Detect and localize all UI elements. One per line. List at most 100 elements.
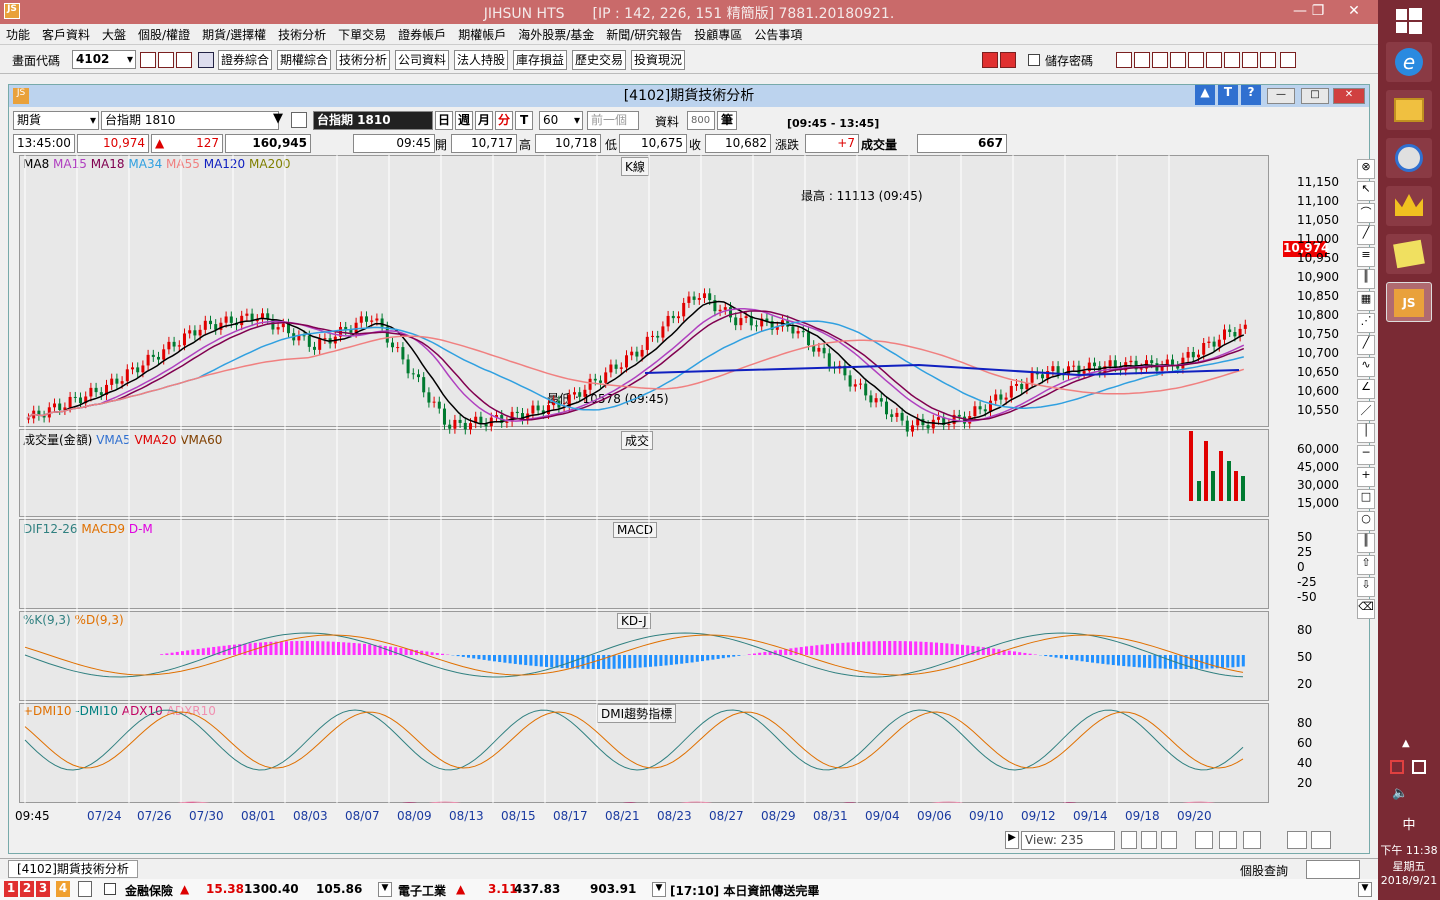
data-count-input[interactable]: 800 xyxy=(687,111,715,130)
k-panel[interactable] xyxy=(19,155,1269,427)
cw-restore-button[interactable]: □ xyxy=(1301,88,1329,104)
ie-browser-icon[interactable]: e xyxy=(1386,42,1432,82)
tool-icon-2[interactable] xyxy=(1134,52,1150,68)
status-tab-1[interactable]: 1 xyxy=(4,881,18,897)
minutes-select[interactable]: 60 ▾ xyxy=(539,111,583,130)
inventory-pl-button[interactable]: 庫存損益 xyxy=(513,50,568,70)
unit-button[interactable]: 筆 xyxy=(717,111,737,130)
tool-icon-7[interactable] xyxy=(1224,52,1240,68)
settings-icon[interactable] xyxy=(1311,831,1331,849)
find-icon[interactable] xyxy=(291,112,307,128)
reset-icon[interactable] xyxy=(1161,831,1177,849)
next-icon[interactable] xyxy=(1000,52,1016,68)
grid-icon[interactable] xyxy=(1243,831,1261,849)
period-tick[interactable]: T xyxy=(515,111,533,130)
zoom-in-icon[interactable] xyxy=(1121,831,1137,849)
period-month[interactable]: 月 xyxy=(475,111,493,130)
text-icon[interactable]: T xyxy=(1218,85,1238,105)
side-tool-bars-icon[interactable]: ║ xyxy=(1357,533,1375,553)
company-info-button[interactable]: 公司資料 xyxy=(395,50,450,70)
zoom-out-icon[interactable] xyxy=(1141,831,1157,849)
pencil-icon[interactable] xyxy=(1287,831,1307,849)
code-input[interactable]: 4102 ▾ xyxy=(72,50,136,69)
period-minute[interactable]: 分 xyxy=(495,111,513,130)
search-icon[interactable] xyxy=(140,52,156,68)
side-tool-arc-icon[interactable]: ⌒ xyxy=(1357,203,1375,223)
type-select[interactable]: 期貨 ▾ xyxy=(13,111,99,130)
prev-icon[interactable] xyxy=(982,52,998,68)
tool-icon-4[interactable] xyxy=(1170,52,1186,68)
tool-icon-3[interactable] xyxy=(1152,52,1168,68)
institutional-button[interactable]: 法人持股 xyxy=(454,50,509,70)
window-tab[interactable]: [4102]期貨技術分析 xyxy=(8,860,138,878)
period-week[interactable]: 週 xyxy=(455,111,473,130)
side-tool-fan-icon[interactable]: ⋰ xyxy=(1357,313,1375,333)
tool-icon-5[interactable] xyxy=(1188,52,1204,68)
side-tool-grid-icon[interactable]: ▦ xyxy=(1357,291,1375,311)
menu-item[interactable]: 技術分析 xyxy=(278,28,327,42)
copy-icon[interactable] xyxy=(1195,831,1213,849)
side-tool-line-icon[interactable]: ╱ xyxy=(1357,225,1375,245)
status-tab-3[interactable]: 3 xyxy=(36,881,50,897)
sector2-dropdown-icon[interactable]: ▼ xyxy=(652,882,666,897)
period-day[interactable]: 日 xyxy=(435,111,453,130)
menu-item[interactable]: 個股/權證 xyxy=(138,28,191,42)
jihsun-app-icon[interactable]: JS xyxy=(1386,282,1432,322)
prev-button[interactable]: 前一個 xyxy=(587,111,639,130)
side-tool-angle-icon[interactable]: ∠ xyxy=(1357,379,1375,399)
paint-icon[interactable] xyxy=(1386,138,1432,178)
tool-icon-10[interactable] xyxy=(1280,52,1296,68)
window-icon[interactable] xyxy=(158,52,174,68)
status-checkbox[interactable] xyxy=(104,883,116,895)
tray-volume-icon[interactable]: 🔈 xyxy=(1392,786,1409,801)
tech-analysis-button[interactable]: 技術分析 xyxy=(336,50,391,70)
notes-app-icon[interactable] xyxy=(1386,234,1432,274)
options-summary-button[interactable]: 期權綜合 xyxy=(277,50,332,70)
menu-item[interactable]: 證券帳戶 xyxy=(398,28,447,42)
side-tool-down-icon[interactable]: ⇩ xyxy=(1357,577,1375,597)
message-dropdown-icon[interactable]: ▼ xyxy=(1358,882,1372,897)
menu-item[interactable]: 期貨/選擇權 xyxy=(202,28,267,42)
menu-item[interactable]: 大盤 xyxy=(102,28,127,42)
side-tool-trend-icon[interactable]: ╱ xyxy=(1357,335,1375,355)
close-button[interactable]: ✕ xyxy=(1348,3,1360,19)
menu-item[interactable]: 功能 xyxy=(6,28,31,42)
side-tool-cursor-icon[interactable]: ⊗ xyxy=(1357,159,1375,179)
cw-minimize-button[interactable]: — xyxy=(1267,88,1295,104)
menu-item[interactable]: 公告事項 xyxy=(754,28,803,42)
side-tool-cross-icon[interactable]: + xyxy=(1357,467,1375,487)
layout-icon[interactable] xyxy=(1219,831,1237,849)
stock-query-input[interactable] xyxy=(1306,860,1360,879)
tray-network-icon[interactable] xyxy=(1412,760,1426,774)
status-tab-2[interactable]: 2 xyxy=(20,881,34,897)
scroll-right-icon[interactable]: ▶ xyxy=(1005,831,1019,849)
side-tool-vlines-icon[interactable]: ║ xyxy=(1357,269,1375,289)
print-icon[interactable] xyxy=(176,52,192,68)
windows-start-icon[interactable] xyxy=(1396,8,1422,34)
symbol-input[interactable]: 台指期 1810 xyxy=(101,111,279,130)
dropdown-icon[interactable] xyxy=(198,52,214,68)
file-explorer-icon[interactable] xyxy=(1386,90,1432,130)
menu-item[interactable]: 下單交易 xyxy=(338,28,387,42)
restore-button[interactable]: ❐ xyxy=(1311,3,1325,19)
tool-icon-8[interactable] xyxy=(1242,52,1258,68)
side-tool-arrow-icon[interactable]: ↖ xyxy=(1357,181,1375,201)
menu-item[interactable]: 海外股票/基金 xyxy=(518,28,595,42)
tool-icon-6[interactable] xyxy=(1206,52,1222,68)
side-tool-rect-icon[interactable]: □ xyxy=(1357,489,1375,509)
side-tool-vline-icon[interactable]: │ xyxy=(1357,423,1375,443)
menu-item[interactable]: 新聞/研究報告 xyxy=(606,28,683,42)
help-icon[interactable]: ? xyxy=(1241,85,1261,105)
history-trade-button[interactable]: 歷史交易 xyxy=(572,50,627,70)
side-tool-channel-icon[interactable]: ≡ xyxy=(1357,247,1375,267)
side-tool-hline-icon[interactable]: ─ xyxy=(1357,445,1375,465)
tray-up-icon[interactable]: ▲ xyxy=(1402,738,1410,749)
menu-item[interactable]: 期權帳戶 xyxy=(458,28,507,42)
securities-summary-button[interactable]: 證券綜合 xyxy=(218,50,273,70)
menu-item[interactable]: 投顧專區 xyxy=(694,28,743,42)
side-tool-ellipse-icon[interactable]: ○ xyxy=(1357,511,1375,531)
tray-antivirus-icon[interactable] xyxy=(1390,760,1404,774)
up-arrow-icon[interactable]: ▲ xyxy=(1195,85,1215,105)
investment-status-button[interactable]: 投資現況 xyxy=(631,50,686,70)
cw-close-button[interactable]: ✕ xyxy=(1333,88,1365,104)
